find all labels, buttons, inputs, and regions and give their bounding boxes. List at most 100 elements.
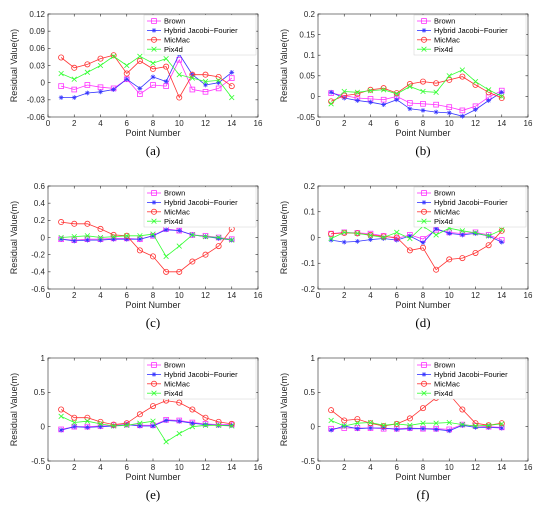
data-point <box>176 430 182 437</box>
data-point <box>446 256 453 263</box>
series-line <box>330 420 502 427</box>
data-point <box>189 258 196 265</box>
x-tick-label: 14 <box>497 119 506 128</box>
data-point <box>71 414 78 421</box>
data-point <box>459 67 466 73</box>
legend-box <box>143 186 257 228</box>
x-tick-label: 16 <box>524 119 533 128</box>
y-tick-label: 0 <box>41 78 46 87</box>
data-point <box>459 255 466 262</box>
data-point <box>367 419 374 426</box>
legend-label: Pix4d <box>434 389 453 398</box>
data-point <box>394 91 400 97</box>
x-tick-label: 8 <box>151 291 156 300</box>
data-point <box>163 253 169 260</box>
x-tick-label: 14 <box>227 119 236 128</box>
data-point <box>354 426 360 432</box>
legend-label: Pix4d <box>164 389 183 398</box>
y-axis-label: Residual Value(m) <box>9 201 19 274</box>
data-point <box>433 266 440 273</box>
data-point <box>136 247 143 254</box>
data-point <box>189 75 196 81</box>
data-point <box>71 233 77 240</box>
legend-marker <box>421 390 427 396</box>
legend-label: Brown <box>434 189 455 198</box>
y-tick-label: 0.4 <box>34 199 46 208</box>
legend-marker <box>151 46 157 52</box>
y-tick-label: 0.2 <box>304 182 316 191</box>
data-point <box>163 63 170 70</box>
data-point <box>203 82 208 88</box>
data-point <box>202 251 209 258</box>
data-point <box>407 426 413 432</box>
chart-panel: 0 2 4 6 8 10 12 14 16 -0.6 -0.4 -0.2 0 0.2 0.4 0.6 Point… <box>9 182 263 330</box>
x-axis-label: Point Number <box>395 300 450 310</box>
data-point <box>84 233 91 239</box>
data-point <box>58 427 64 433</box>
x-tick-label: 0 <box>46 119 51 128</box>
x-tick-label: 6 <box>395 291 400 300</box>
data-point <box>149 253 156 260</box>
y-tick-label: 0 <box>311 422 316 431</box>
x-tick-label: 8 <box>151 463 156 472</box>
series-line <box>60 55 233 98</box>
data-point <box>202 71 209 78</box>
data-point <box>124 422 130 428</box>
data-point <box>380 234 387 241</box>
data-point <box>498 420 505 427</box>
x-tick-label: 12 <box>471 119 480 128</box>
data-point <box>433 80 440 87</box>
y-tick-label: -0.4 <box>31 268 45 277</box>
data-point <box>124 236 130 242</box>
legend-label: Hybrid Jacobi−Fourier <box>434 370 508 379</box>
data-point <box>420 101 426 107</box>
y-tick-label: 1 <box>311 354 316 363</box>
y-tick-label: 0.2 <box>304 10 316 19</box>
data-point <box>394 229 400 236</box>
data-point <box>380 85 387 92</box>
x-tick-label: 14 <box>497 291 506 300</box>
y-tick-label: 0.03 <box>29 61 45 70</box>
legend-box <box>413 358 527 400</box>
data-point <box>136 411 143 418</box>
data-point <box>176 71 182 78</box>
legend-marker <box>151 218 157 224</box>
data-point <box>71 76 77 82</box>
data-point <box>84 82 91 88</box>
data-point <box>394 427 400 432</box>
legend-label: MicMac <box>164 35 190 44</box>
data-point <box>202 89 209 95</box>
x-tick-label: 4 <box>368 119 373 128</box>
data-point <box>393 234 400 241</box>
legend-marker <box>151 28 157 33</box>
data-point <box>381 236 387 241</box>
data-point <box>137 420 143 426</box>
x-axis-label: Point Number <box>395 472 450 482</box>
x-tick-label: 10 <box>175 291 184 300</box>
data-point <box>150 60 156 66</box>
data-point <box>459 107 466 114</box>
y-tick-label: -0.5 <box>31 457 45 466</box>
legend-label: MicMac <box>164 379 190 388</box>
data-point <box>189 420 195 426</box>
legend-marker <box>421 28 427 33</box>
data-point <box>98 89 103 95</box>
y-tick-label: 0 <box>311 92 316 101</box>
legend-marker <box>150 380 157 387</box>
data-point <box>215 422 222 428</box>
legend-marker <box>151 18 157 24</box>
legend-label: Hybrid Jacobi−Fourier <box>434 26 508 35</box>
legend-label: Pix4d <box>164 217 183 226</box>
data-point <box>499 93 505 100</box>
legend-marker <box>421 46 427 52</box>
data-point <box>97 55 104 62</box>
data-point <box>368 237 373 242</box>
legend-label: Brown <box>434 361 455 370</box>
data-point <box>367 87 374 94</box>
data-point <box>459 406 466 413</box>
x-tick-label: 14 <box>227 291 236 300</box>
data-point <box>472 78 479 85</box>
data-point <box>71 220 78 227</box>
data-point <box>111 236 117 242</box>
